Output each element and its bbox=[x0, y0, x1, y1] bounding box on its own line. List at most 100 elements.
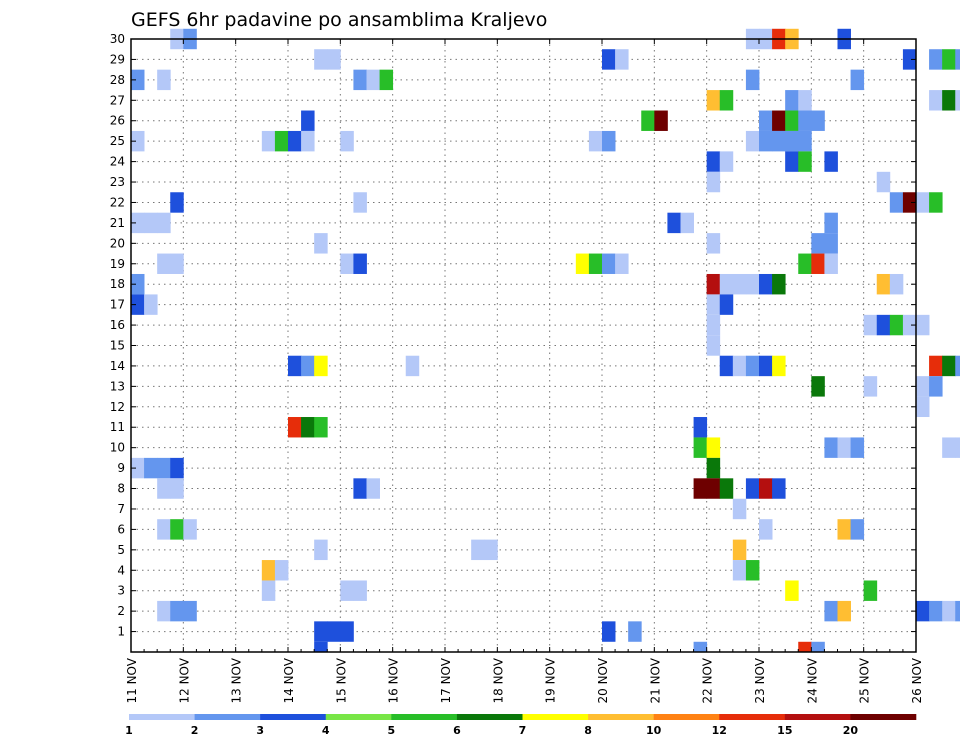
precipitation-cell bbox=[314, 417, 328, 438]
precipitation-cell bbox=[745, 273, 760, 295]
y-tick-label: 8 bbox=[117, 482, 125, 496]
precipitation-cell bbox=[183, 600, 197, 622]
precipitation-cell bbox=[314, 641, 328, 652]
precipitation-cell bbox=[654, 110, 668, 131]
y-tick-label: 20 bbox=[110, 236, 125, 250]
y-tick-label: 23 bbox=[110, 175, 125, 189]
y-tick-label: 21 bbox=[110, 216, 125, 230]
precipitation-cell bbox=[484, 539, 498, 561]
precipitation-cell bbox=[680, 212, 694, 234]
precipitation-cell bbox=[301, 130, 315, 152]
precipitation-cell bbox=[863, 376, 878, 397]
y-tick-label: 28 bbox=[110, 73, 125, 87]
precipitation-cell bbox=[850, 69, 865, 91]
precipitation-cell bbox=[785, 151, 799, 172]
precipitation-cell bbox=[301, 110, 315, 131]
precipitation-cell bbox=[314, 539, 328, 561]
x-tick-label: 14 NOV bbox=[282, 657, 296, 703]
y-tick-label: 15 bbox=[110, 339, 125, 353]
precipitation-cell bbox=[706, 314, 721, 336]
precipitation-cell bbox=[602, 621, 616, 642]
precipitation-cell bbox=[759, 110, 773, 131]
precipitation-cell bbox=[340, 130, 354, 152]
precipitation-cell bbox=[772, 478, 786, 499]
x-tick-label: 25 NOV bbox=[858, 657, 872, 703]
precipitation-cell bbox=[144, 212, 158, 234]
precipitation-cell bbox=[745, 355, 760, 377]
y-tick-label: 13 bbox=[110, 379, 125, 393]
precipitation-cell bbox=[824, 253, 838, 274]
precipitation-cell bbox=[955, 49, 960, 70]
precipitation-cell bbox=[588, 253, 603, 274]
colorbar-label: 8 bbox=[584, 724, 592, 737]
precipitation-cell bbox=[929, 600, 943, 622]
x-tick-label: 21 NOV bbox=[648, 657, 662, 703]
precipitation-cell bbox=[353, 478, 367, 499]
precipitation-cell bbox=[889, 314, 904, 336]
colorbar-label: 12 bbox=[712, 724, 727, 737]
precipitation-cell bbox=[353, 69, 367, 91]
x-axis-ticks: 11 NOV 12 NOV 13 NOV 14 NOV 15 NOV 16 NOV 17 N… bbox=[125, 39, 924, 704]
precipitation-cell bbox=[693, 641, 708, 652]
y-tick-label: 4 bbox=[117, 563, 125, 577]
precipitation-cell bbox=[366, 69, 380, 91]
precipitation-cell bbox=[929, 376, 943, 397]
precipitation-cell bbox=[183, 519, 197, 540]
precipitation-cell bbox=[824, 212, 838, 234]
precipitation-cell bbox=[850, 519, 865, 540]
precipitation-cell bbox=[824, 600, 838, 622]
precipitation-cell bbox=[602, 130, 616, 152]
precipitation-cell bbox=[837, 519, 851, 540]
precipitation-cell bbox=[902, 49, 917, 70]
precipitation-cell bbox=[824, 233, 838, 254]
precipitation-cell bbox=[353, 192, 367, 213]
precipitation-cell bbox=[732, 273, 747, 295]
y-tick-label: 6 bbox=[117, 522, 125, 536]
precipitation-cell bbox=[863, 580, 878, 601]
precipitation-cell bbox=[719, 90, 734, 111]
x-tick-label: 16 NOV bbox=[387, 657, 401, 703]
y-tick-label: 29 bbox=[110, 52, 125, 66]
precipitation-cell bbox=[798, 253, 812, 274]
colorbar-label: 6 bbox=[453, 724, 461, 737]
precipitation-cell bbox=[719, 151, 734, 172]
precipitation-cell bbox=[916, 376, 930, 397]
colorbar-label: 1 bbox=[125, 724, 133, 737]
precipitation-cell bbox=[811, 253, 825, 274]
precipitation-cell bbox=[889, 192, 904, 213]
precipitation-cell bbox=[157, 600, 171, 622]
colorbar-label: 20 bbox=[843, 724, 859, 737]
precipitation-cell bbox=[902, 314, 917, 336]
precipitation-cell bbox=[876, 273, 891, 295]
precipitation-cell bbox=[131, 294, 145, 315]
colorbar-segment bbox=[129, 714, 195, 720]
precipitation-cell bbox=[170, 478, 184, 499]
precipitation-cell bbox=[772, 110, 786, 131]
precipitation-cell bbox=[170, 192, 184, 213]
precipitation-cell bbox=[288, 130, 302, 152]
precipitation-cell bbox=[706, 151, 721, 172]
precipitation-cell bbox=[942, 49, 956, 70]
colorbar: 1 2 3 4 5 6 7 8 10 12 15 20 bbox=[125, 714, 917, 737]
precipitation-cell bbox=[706, 90, 721, 111]
precipitation-cell bbox=[588, 130, 603, 152]
y-tick-label: 27 bbox=[110, 93, 125, 107]
x-tick-label: 19 NOV bbox=[544, 657, 558, 703]
precipitation-cell bbox=[798, 110, 812, 131]
precipitation-cell bbox=[876, 171, 891, 193]
colorbar-label: 5 bbox=[388, 724, 396, 737]
x-tick-label: 23 NOV bbox=[753, 657, 767, 703]
precipitation-cell bbox=[798, 90, 812, 111]
precipitation-cell bbox=[929, 49, 943, 70]
precipitation-cell bbox=[785, 130, 799, 152]
precipitation-cell bbox=[288, 355, 302, 377]
precipitation-cell bbox=[889, 273, 904, 295]
precipitation-cell bbox=[157, 478, 171, 499]
precipitation-cell bbox=[824, 437, 838, 458]
precipitation-cell bbox=[811, 376, 825, 397]
x-tick-label: 11 NOV bbox=[125, 657, 139, 703]
precipitation-cell bbox=[732, 498, 747, 520]
precipitation-cell bbox=[340, 621, 354, 642]
precipitation-cell bbox=[602, 49, 616, 70]
y-axis-ticks: 1234567891011121314151617181920212223242… bbox=[110, 32, 916, 639]
